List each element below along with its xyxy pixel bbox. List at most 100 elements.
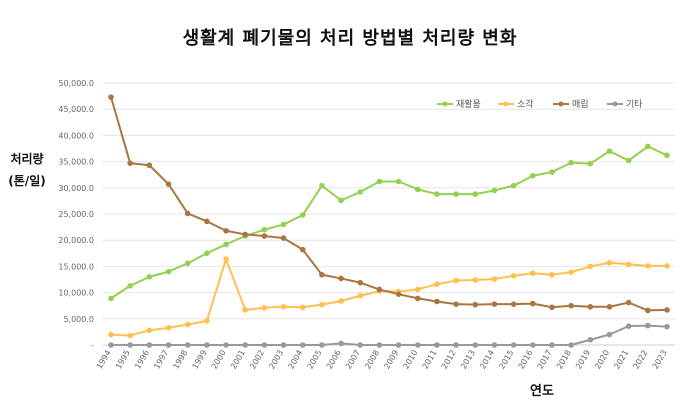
data-point bbox=[223, 342, 229, 348]
data-point bbox=[338, 298, 344, 304]
x-tick-label: 1997 bbox=[152, 349, 170, 371]
data-point bbox=[165, 268, 172, 275]
data-point bbox=[127, 160, 133, 166]
x-axis-ticks: 1994 1995 1996 1997 1998 1999 2000 2001 2002 2003… bbox=[95, 348, 669, 370]
data-point bbox=[472, 277, 479, 283]
legend-label: 소각 bbox=[517, 98, 534, 110]
x-tick-label: 2010 bbox=[402, 349, 420, 371]
y-axis-label-line-2: (톤/일) bbox=[8, 174, 46, 188]
data-point bbox=[549, 169, 555, 175]
data-point bbox=[529, 270, 536, 277]
series-line bbox=[111, 324, 668, 346]
x-tick-label: 2019 bbox=[574, 349, 592, 371]
y-tick-label: 25,000.0 bbox=[58, 210, 94, 219]
data-point bbox=[204, 318, 210, 324]
data-point bbox=[510, 273, 517, 279]
data-point bbox=[587, 303, 594, 310]
data-point bbox=[491, 342, 498, 348]
x-tick-label: 2016 bbox=[517, 349, 535, 371]
legend-label: 기타 bbox=[626, 99, 643, 110]
x-tick-label: 2006 bbox=[325, 349, 343, 371]
data-point bbox=[299, 212, 306, 218]
data-point bbox=[645, 263, 651, 269]
data-point bbox=[453, 191, 459, 197]
data-point bbox=[606, 259, 613, 266]
data-point bbox=[242, 307, 249, 313]
x-tick-label: 2005 bbox=[306, 349, 324, 371]
data-point bbox=[664, 152, 670, 159]
data-point bbox=[529, 342, 536, 348]
data-point bbox=[664, 323, 670, 330]
data-point bbox=[319, 271, 325, 278]
data-point bbox=[184, 260, 191, 267]
data-point bbox=[242, 231, 249, 238]
y-tick-label: 45,000.0 bbox=[58, 105, 94, 114]
data-point bbox=[587, 263, 594, 270]
x-tick-label: 1994 bbox=[95, 349, 113, 371]
y-tick-label: 10,000.0 bbox=[58, 289, 94, 298]
data-point bbox=[472, 342, 479, 348]
data-point bbox=[299, 246, 306, 253]
x-tick-label: 2012 bbox=[440, 349, 458, 371]
data-point bbox=[184, 210, 191, 217]
data-point bbox=[204, 342, 210, 348]
data-point bbox=[472, 301, 479, 308]
x-tick-label: 1996 bbox=[133, 349, 151, 371]
data-point bbox=[453, 277, 459, 284]
data-point bbox=[529, 300, 536, 307]
data-point bbox=[376, 286, 383, 293]
data-point bbox=[127, 332, 133, 339]
data-point bbox=[664, 263, 670, 269]
data-point bbox=[319, 182, 325, 189]
data-point bbox=[338, 275, 344, 282]
series-4 bbox=[108, 322, 670, 348]
x-tick-label: 2018 bbox=[555, 349, 573, 371]
data-point bbox=[146, 327, 153, 334]
data-point bbox=[299, 342, 306, 348]
data-point bbox=[414, 295, 421, 302]
data-point bbox=[280, 235, 287, 241]
data-point bbox=[568, 269, 574, 275]
data-point bbox=[299, 304, 306, 311]
data-point bbox=[434, 281, 440, 288]
data-point bbox=[549, 271, 555, 278]
x-tick-label: 2003 bbox=[267, 349, 285, 371]
data-point bbox=[357, 279, 364, 286]
data-point bbox=[414, 342, 421, 348]
data-point bbox=[357, 292, 364, 299]
data-point bbox=[453, 342, 459, 348]
data-point bbox=[146, 274, 153, 280]
x-tick-label: 2002 bbox=[248, 349, 266, 371]
data-point bbox=[645, 307, 651, 314]
data-point bbox=[491, 187, 498, 194]
y-axis-label: 처리량 (톤/일) bbox=[4, 148, 50, 192]
data-point bbox=[146, 162, 153, 169]
x-tick-label: 2000 bbox=[210, 349, 228, 371]
data-point bbox=[645, 322, 651, 329]
data-point bbox=[319, 301, 325, 308]
data-point bbox=[165, 181, 172, 187]
data-point bbox=[108, 342, 114, 348]
chart-title: 생활계 폐기물의 처리 방법별 처리량 변화 bbox=[182, 28, 518, 49]
data-point bbox=[338, 340, 344, 347]
x-tick-label: 2015 bbox=[497, 349, 515, 371]
data-point bbox=[472, 191, 479, 197]
data-point bbox=[146, 342, 153, 348]
series-line bbox=[110, 145, 668, 300]
data-point bbox=[414, 186, 421, 193]
data-point bbox=[645, 143, 651, 150]
data-point bbox=[127, 282, 133, 289]
data-point bbox=[204, 250, 210, 257]
data-point bbox=[223, 227, 229, 234]
series-line bbox=[110, 258, 667, 337]
y-tick-label: - bbox=[91, 341, 94, 350]
data-point bbox=[280, 303, 287, 310]
data-point bbox=[376, 342, 383, 348]
legend-marker bbox=[503, 101, 509, 107]
y-tick-label: 35,000.0 bbox=[58, 158, 94, 167]
data-point bbox=[568, 159, 574, 166]
series-1 bbox=[108, 143, 670, 302]
grid-lines bbox=[103, 82, 675, 346]
data-point bbox=[338, 197, 344, 204]
series-group bbox=[108, 94, 670, 348]
